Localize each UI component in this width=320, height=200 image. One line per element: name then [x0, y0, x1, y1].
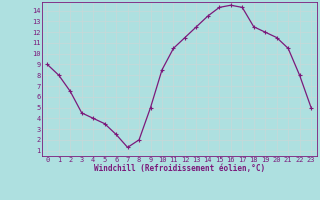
- X-axis label: Windchill (Refroidissement éolien,°C): Windchill (Refroidissement éolien,°C): [94, 164, 265, 173]
